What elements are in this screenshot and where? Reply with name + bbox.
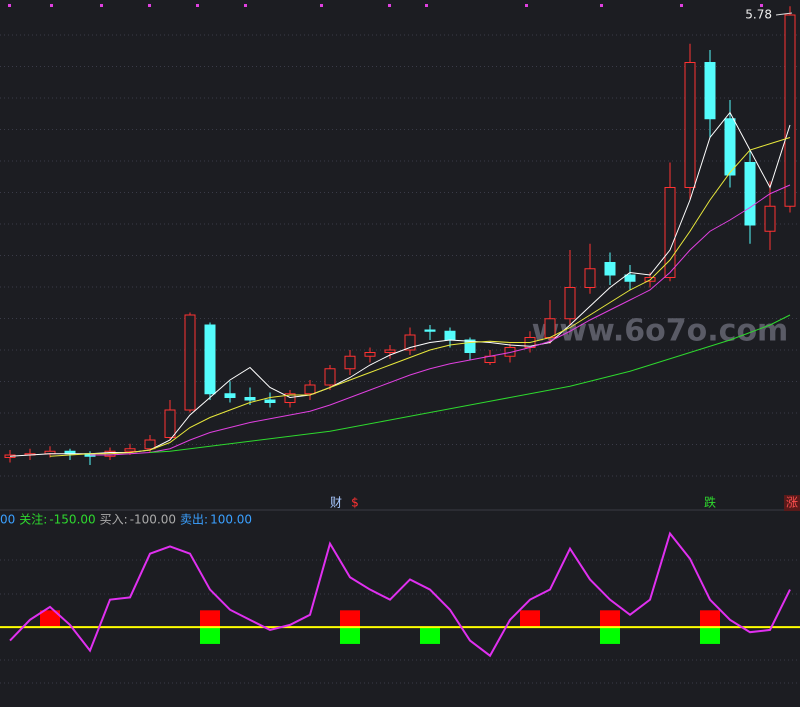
- candle-body: [284, 393, 296, 403]
- candle-body: [604, 262, 616, 276]
- candle-body: [384, 349, 396, 353]
- candle-body: [264, 399, 276, 403]
- high-arrow: [775, 12, 793, 16]
- top-dot: [50, 4, 53, 7]
- signal-bar: [700, 627, 720, 644]
- candle-body: [544, 318, 556, 338]
- top-dot: [525, 4, 528, 7]
- candle-body: [304, 384, 316, 395]
- signal-marker: 涨: [786, 495, 798, 510]
- candle-body: [624, 274, 636, 282]
- candle-body: [504, 347, 516, 357]
- candle-body: [144, 439, 156, 450]
- header-text: -100.00: [130, 513, 176, 527]
- candle-body: [444, 330, 456, 341]
- signal-bar: [40, 610, 60, 628]
- top-dot: [760, 4, 763, 7]
- signal-bar: [340, 610, 360, 628]
- signal-bar: [340, 627, 360, 644]
- candle-body: [744, 162, 756, 226]
- candle-body: [784, 14, 796, 207]
- signal-bar: [600, 610, 620, 628]
- header-text: 100.00: [210, 513, 252, 527]
- candle-body: [164, 409, 176, 438]
- header-text: 卖出:: [180, 513, 208, 527]
- candle-body: [224, 393, 236, 398]
- signal-marker: 跌: [704, 495, 716, 510]
- oscillator-line: [9, 531, 791, 658]
- header-text: 00: [0, 513, 15, 527]
- marker-bg: [784, 495, 800, 511]
- top-dot: [600, 4, 603, 7]
- candle-body: [324, 368, 336, 386]
- top-dot: [244, 4, 247, 7]
- candle-body: [464, 339, 476, 353]
- signal-bar: [600, 627, 620, 644]
- signal-marker: 财: [330, 496, 342, 510]
- ma-line: [90, 184, 791, 456]
- candle-body: [364, 352, 376, 357]
- candle-body: [584, 268, 596, 288]
- candle-body: [764, 205, 776, 232]
- header-text: 关注:: [19, 512, 47, 527]
- candle-body: [124, 448, 136, 452]
- top-dot: [196, 4, 199, 7]
- candle-body: [244, 397, 256, 401]
- top-dot: [148, 4, 151, 7]
- watermark: www.6o7o.com: [532, 314, 789, 349]
- signal-bar: [700, 610, 720, 628]
- candle-body: [724, 118, 736, 176]
- signal-bar: [420, 627, 440, 644]
- signal-bar: [200, 627, 220, 644]
- candle-body: [184, 314, 196, 411]
- header-text: 买入:: [100, 513, 128, 527]
- ma-line: [149, 314, 791, 453]
- candle-body: [404, 334, 416, 351]
- signal-bar: [520, 610, 540, 628]
- top-dot: [388, 4, 391, 7]
- candle-body: [564, 287, 576, 320]
- candle-body: [204, 324, 216, 395]
- signal-marker: $: [351, 496, 359, 510]
- signal-bar: [200, 610, 220, 628]
- top-dot: [320, 4, 323, 7]
- candle-body: [424, 329, 436, 332]
- header-text: -150.00: [49, 513, 95, 527]
- ma-line: [49, 137, 791, 457]
- high-label: 5.78: [745, 8, 772, 22]
- candle-body: [344, 355, 356, 370]
- top-dot: [100, 4, 103, 7]
- candle-body: [704, 62, 716, 120]
- candle-body: [684, 62, 696, 188]
- top-dot: [8, 4, 11, 7]
- candle-body: [664, 187, 676, 278]
- top-dot: [425, 4, 428, 7]
- top-dot: [680, 4, 683, 7]
